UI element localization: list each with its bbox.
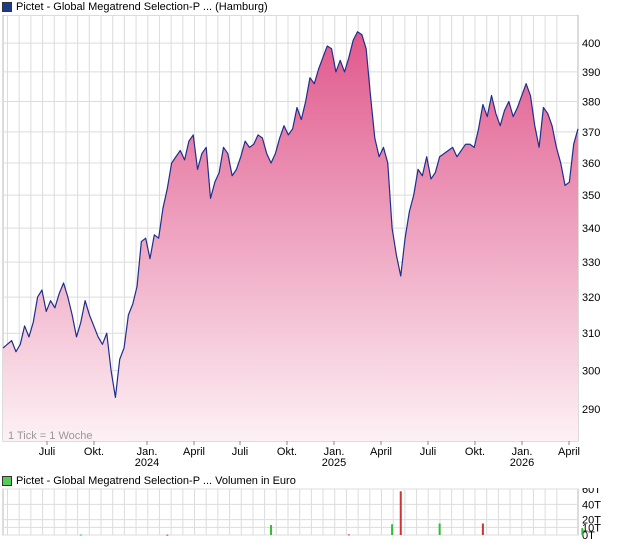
price-area [3, 31, 578, 442]
x-tick-year: 2025 [322, 457, 346, 469]
volume-bar [399, 491, 402, 535]
volume-legend: Pictet - Global Megatrend Selection-P ..… [2, 474, 296, 488]
x-tick-label: Juli [39, 446, 56, 458]
volume-bar [481, 523, 484, 535]
x-tick-label: Okt. [84, 446, 104, 458]
tick-note: 1 Tick = 1 Woche [8, 430, 92, 442]
volume-y-tick-label: 20T [582, 515, 601, 527]
volume-y-tick-label: 60T [582, 488, 601, 496]
y-tick-label: 390 [582, 67, 600, 79]
volume-legend-label: Pictet - Global Megatrend Selection-P ..… [16, 475, 296, 487]
volume-bar [79, 534, 82, 536]
volume-bar [581, 528, 584, 535]
x-tick-label: April [370, 446, 392, 458]
y-tick-label: 340 [582, 223, 600, 235]
price-line [2, 31, 579, 399]
x-tick-label: Jan. [512, 446, 533, 458]
volume-bar [270, 525, 273, 535]
y-tick-label: 330 [582, 257, 600, 269]
y-tick-label: 370 [582, 127, 600, 139]
volume-y-tick-label: 0T [582, 530, 595, 542]
volume-bar [438, 523, 441, 535]
y-tick-label: 290 [582, 404, 600, 416]
y-tick-label: 360 [582, 158, 600, 170]
y-tick-label: 310 [582, 328, 600, 340]
volume-y-tick-label: 40T [582, 499, 601, 511]
volume-legend-swatch [2, 476, 12, 486]
x-tick-label: Juli [420, 446, 437, 458]
x-tick-year: 2024 [135, 457, 159, 469]
y-tick-label: 400 [582, 38, 600, 50]
x-tick-label: Juli [232, 446, 249, 458]
x-tick-label: April [183, 446, 205, 458]
y-tick-label: 380 [582, 96, 600, 108]
x-tick-label: Jan. [137, 446, 158, 458]
x-tick-label: April [558, 446, 580, 458]
price-legend: Pictet - Global Megatrend Selection-P ..… [2, 0, 268, 14]
price-legend-label: Pictet - Global Megatrend Selection-P ..… [16, 1, 268, 13]
y-tick-label: 350 [582, 190, 600, 202]
y-tick-label: 300 [582, 366, 600, 378]
price-chart: 290 300 310 320 330 340 350 360 370 380 390 400 Juli… [2, 15, 600, 469]
x-tick-label: Jan. [324, 446, 345, 458]
volume-bar [347, 534, 350, 536]
volume-y-tick-label: 10T [582, 522, 601, 534]
y-tick-label: 320 [582, 292, 600, 304]
x-tick-label: Okt. [277, 446, 297, 458]
x-tick-label: Okt. [465, 446, 485, 458]
price-legend-swatch [2, 2, 12, 12]
volume-bar [391, 524, 394, 535]
x-tick-year: 2026 [510, 457, 534, 469]
volume-bar [166, 534, 169, 536]
